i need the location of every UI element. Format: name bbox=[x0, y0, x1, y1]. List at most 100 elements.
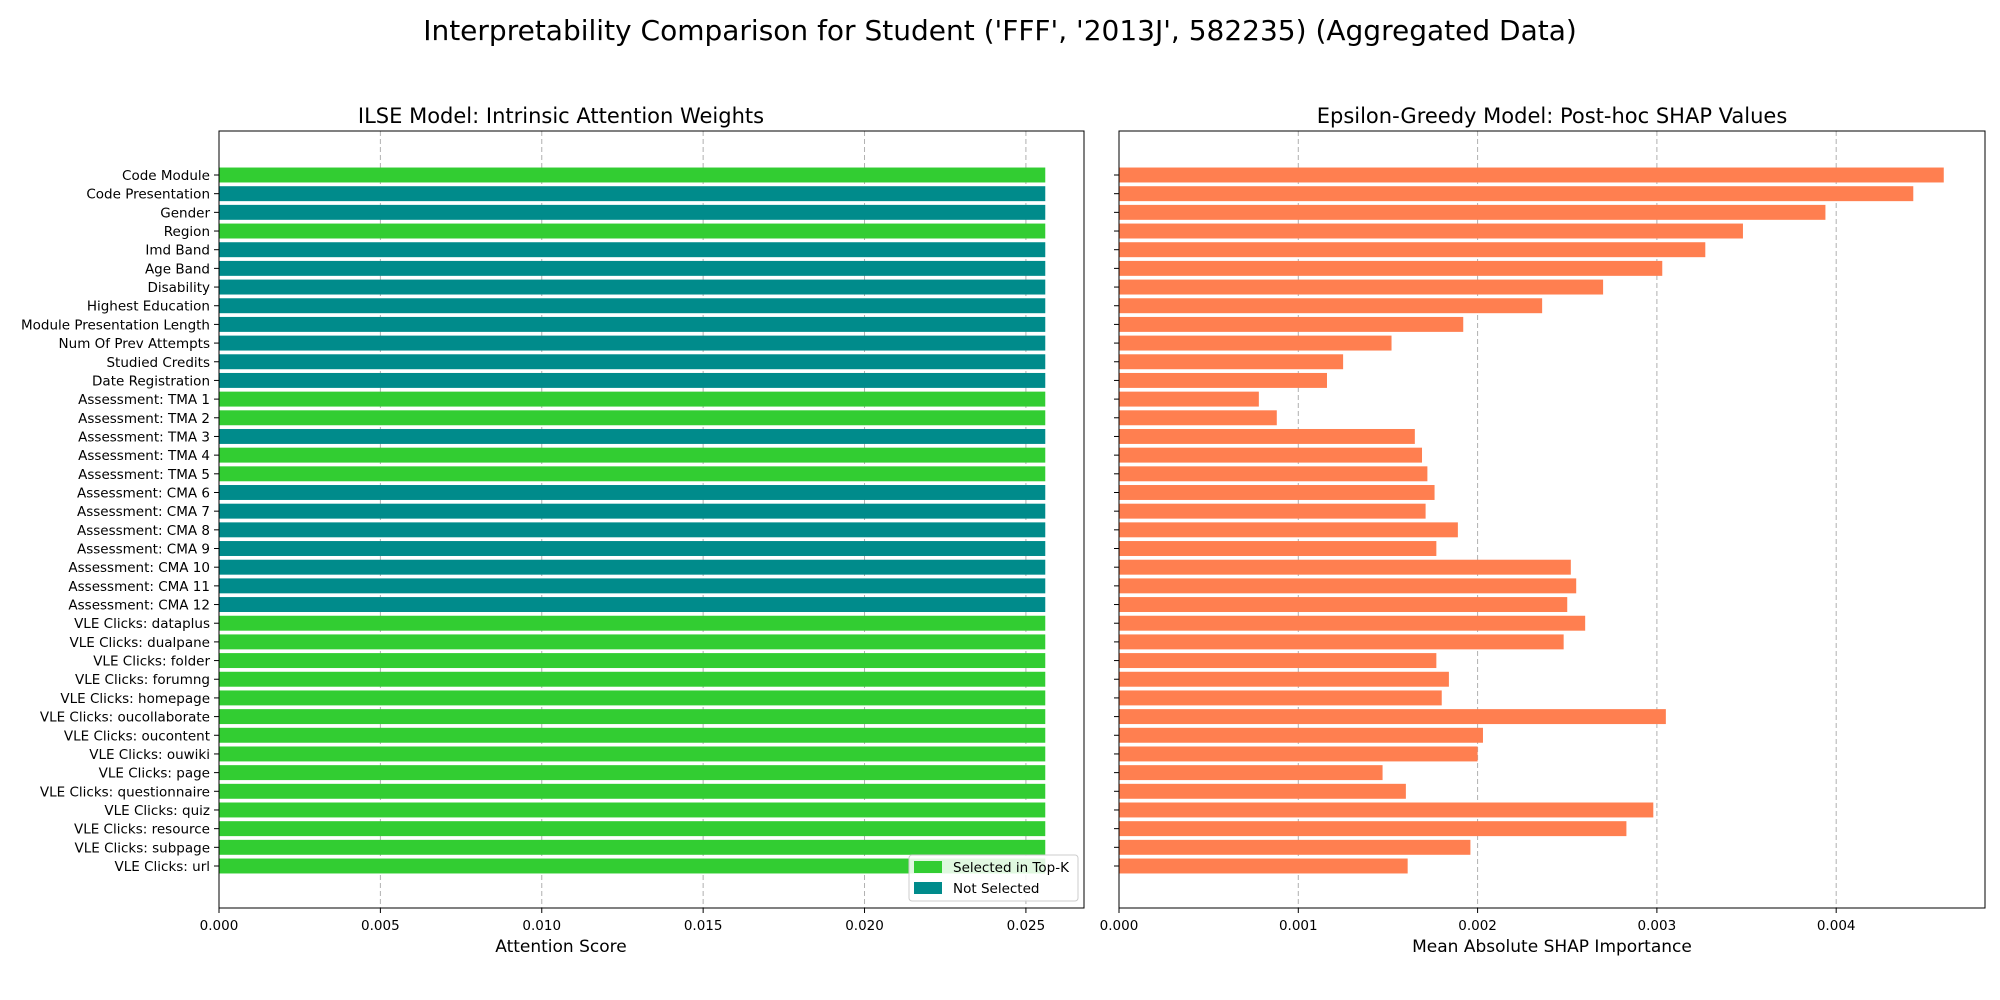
attention-y-tick-label: Highest Education bbox=[87, 299, 210, 315]
shap-bar bbox=[1119, 391, 1259, 407]
shap-x-tick-label: 0.000 bbox=[1100, 918, 1139, 934]
attention-y-tick-label: Assessment: CMA 11 bbox=[68, 579, 210, 595]
attention-y-tick-label: Assessment: CMA 9 bbox=[77, 542, 210, 558]
shap-bar bbox=[1119, 279, 1604, 295]
attention-panel-title: ILSE Model: Intrinsic Attention Weights bbox=[358, 104, 764, 128]
shap-bar bbox=[1119, 858, 1408, 874]
attention-y-tick-label: Assessment: CMA 8 bbox=[77, 523, 210, 539]
attention-bar bbox=[219, 223, 1046, 239]
shap-bar bbox=[1119, 335, 1392, 351]
attention-bar bbox=[219, 653, 1046, 669]
shap-bar bbox=[1119, 765, 1383, 781]
attention-y-tick-label: Assessment: TMA 5 bbox=[78, 467, 210, 483]
shap-panel-title: Epsilon-Greedy Model: Post-hoc SHAP Valu… bbox=[1317, 104, 1788, 128]
shap-bar bbox=[1119, 615, 1586, 631]
attention-x-tick-label: 0.000 bbox=[200, 918, 239, 934]
attention-bar bbox=[219, 690, 1046, 706]
attention-bar bbox=[219, 821, 1046, 837]
attention-y-tick-label: VLE Clicks: page bbox=[99, 766, 210, 782]
attention-panel: ILSE Model: Intrinsic Attention Weights … bbox=[21, 104, 1085, 957]
attention-x-tick-label: 0.005 bbox=[361, 918, 400, 934]
attention-bar bbox=[219, 802, 1046, 818]
attention-bar bbox=[219, 298, 1046, 314]
attention-bar bbox=[219, 709, 1046, 725]
attention-y-tick-label: VLE Clicks: subpage bbox=[75, 840, 211, 856]
attention-y-tick-label: Assessment: TMA 1 bbox=[78, 392, 210, 408]
attention-y-tick-labels: Code Module Code Presentation Gender Region… bbox=[21, 168, 219, 875]
attention-y-tick-label: Assessment: CMA 10 bbox=[68, 560, 210, 576]
shap-bar bbox=[1119, 223, 1743, 239]
legend-label-selected: Selected in Top-K bbox=[953, 860, 1070, 876]
shap-bar bbox=[1119, 671, 1449, 687]
attention-x-ticks: 0.000 0.005 0.010 0.015 0.020 0.025 bbox=[200, 908, 1046, 934]
shap-bar bbox=[1119, 802, 1654, 818]
shap-bar bbox=[1119, 316, 1464, 332]
shap-bar bbox=[1119, 186, 1914, 202]
shap-bar bbox=[1119, 559, 1571, 575]
legend-swatch-selected bbox=[914, 861, 942, 873]
attention-y-tick-label: VLE Clicks: homepage bbox=[60, 691, 210, 707]
attention-y-tick-label: VLE Clicks: dualpane bbox=[70, 635, 210, 651]
shap-bar bbox=[1119, 242, 1706, 258]
attention-bar bbox=[219, 541, 1046, 556]
attention-bar bbox=[219, 428, 1046, 444]
shap-bar bbox=[1119, 783, 1406, 799]
shap-bar bbox=[1119, 410, 1277, 426]
shap-bar bbox=[1119, 709, 1666, 725]
shap-x-tick-label: 0.002 bbox=[1458, 918, 1497, 934]
shap-bar bbox=[1119, 428, 1415, 444]
attention-bar bbox=[219, 839, 1046, 855]
attention-y-tick-label: Assessment: TMA 3 bbox=[78, 429, 210, 445]
shap-bar bbox=[1119, 727, 1483, 743]
shap-bar bbox=[1119, 634, 1564, 650]
legend-label-not-selected: Not Selected bbox=[953, 881, 1039, 897]
attention-y-tick-label: VLE Clicks: questionnaire bbox=[40, 784, 210, 800]
attention-bar bbox=[219, 559, 1046, 575]
shap-x-tick-label: 0.003 bbox=[1638, 918, 1677, 934]
attention-plot-frame bbox=[218, 130, 1085, 909]
shap-plot-frame bbox=[1118, 130, 1986, 909]
shap-x-ticks: 0.000 0.001 0.002 0.003 0.004 bbox=[1100, 908, 1856, 934]
shap-bar bbox=[1119, 653, 1437, 669]
attention-bar bbox=[219, 597, 1046, 613]
attention-x-tick-label: 0.025 bbox=[1007, 918, 1046, 934]
attention-bar bbox=[219, 204, 1046, 220]
shap-gridlines bbox=[1297, 131, 1837, 908]
shap-x-tick-label: 0.004 bbox=[1817, 918, 1856, 934]
attention-y-tick-label: Imd Band bbox=[145, 243, 210, 259]
shap-bar bbox=[1119, 839, 1471, 855]
attention-x-tick-label: 0.020 bbox=[845, 918, 884, 934]
attention-y-tick-label: Date Registration bbox=[92, 373, 210, 389]
attention-bar bbox=[219, 372, 1046, 388]
attention-bar bbox=[219, 335, 1046, 351]
shap-bar bbox=[1119, 690, 1442, 706]
shap-bar bbox=[1119, 298, 1543, 314]
attention-bar bbox=[219, 391, 1046, 407]
attention-y-tick-label: Gender bbox=[160, 205, 210, 221]
attention-y-tick-label: Num Of Prev Attempts bbox=[59, 336, 210, 352]
attention-bar bbox=[219, 447, 1046, 463]
attention-bar bbox=[219, 783, 1046, 799]
shap-bar bbox=[1119, 522, 1458, 538]
attention-bar bbox=[219, 260, 1046, 276]
attention-y-tick-label: VLE Clicks: quiz bbox=[104, 803, 210, 819]
shap-bar bbox=[1119, 485, 1435, 500]
shap-bar bbox=[1119, 354, 1344, 370]
attention-x-tick-label: 0.010 bbox=[522, 918, 561, 934]
shap-bar bbox=[1119, 167, 1944, 183]
shap-bar bbox=[1119, 447, 1423, 463]
shap-bar bbox=[1119, 597, 1568, 613]
attention-y-tick-label: Assessment: TMA 2 bbox=[78, 411, 210, 427]
attention-x-axis-label: Attention Score bbox=[495, 937, 626, 957]
shap-y-ticks bbox=[1114, 174, 1119, 867]
attention-y-tick-label: VLE Clicks: oucontent bbox=[64, 728, 210, 744]
attention-y-tick-label: Code Module bbox=[122, 168, 210, 184]
attention-bar bbox=[219, 765, 1046, 781]
attention-y-tick-label: VLE Clicks: folder bbox=[93, 654, 210, 670]
attention-bar bbox=[219, 167, 1046, 183]
shap-bar bbox=[1119, 746, 1478, 762]
attention-y-tick-label: VLE Clicks: oucollaborate bbox=[40, 710, 210, 726]
shap-bar bbox=[1119, 578, 1577, 594]
attention-y-tick-label: Code Presentation bbox=[86, 187, 210, 203]
shap-bar bbox=[1119, 204, 1826, 220]
